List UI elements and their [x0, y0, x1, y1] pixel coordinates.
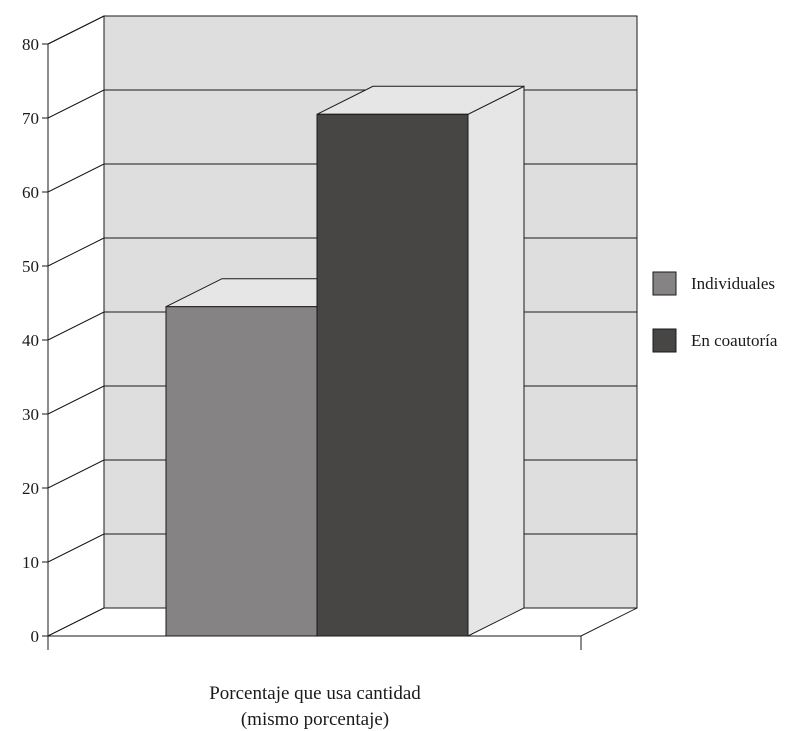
gridline-side-30 [47, 385, 105, 415]
bar-front-1 [316, 113, 469, 637]
y-tick-label-30: 30 [22, 405, 39, 424]
gridline-side-80 [47, 15, 105, 45]
y-tick-label-60: 60 [22, 183, 39, 202]
legend-entry-en-coautoria: En coautoría [652, 328, 778, 353]
gridline-side-70 [47, 89, 105, 119]
y-tick-label-50: 50 [22, 257, 39, 276]
bar-en-coautor-a [316, 85, 525, 637]
bar-side-1 [467, 85, 525, 637]
legend-entry-individuales: Individuales [652, 271, 775, 296]
gridline-side-20 [47, 459, 105, 489]
gridline-side-40 [47, 311, 105, 341]
gridline-side-10 [47, 533, 105, 563]
gridline-side-50 [47, 237, 105, 267]
x-axis-label-line-1: Porcentaje que usa cantidad [209, 683, 421, 704]
x-axis-label-line-2: (mismo porcentaje) [241, 709, 389, 730]
bars [165, 85, 525, 637]
legend-swatch-en-coautoria [652, 328, 677, 353]
y-tick-label-40: 40 [22, 331, 39, 350]
legend-swatch-individuales [652, 271, 677, 296]
y-tick-label-70: 70 [22, 109, 39, 128]
y-tick-label-80: 80 [22, 35, 39, 54]
y-tick-label-20: 20 [22, 479, 39, 498]
y-tick-label-0: 0 [31, 627, 40, 646]
bar-front-0 [165, 306, 318, 637]
y-tick-label-10: 10 [22, 553, 39, 572]
legend-label-individuales: Individuales [691, 274, 775, 293]
x-axis-label: Porcentaje que usa cantidad (mismo porce… [209, 683, 421, 730]
gridline-side-60 [47, 163, 105, 193]
legend-label-en-coautoria: En coautoría [691, 331, 778, 350]
legend: Individuales En coautoría [652, 271, 778, 353]
